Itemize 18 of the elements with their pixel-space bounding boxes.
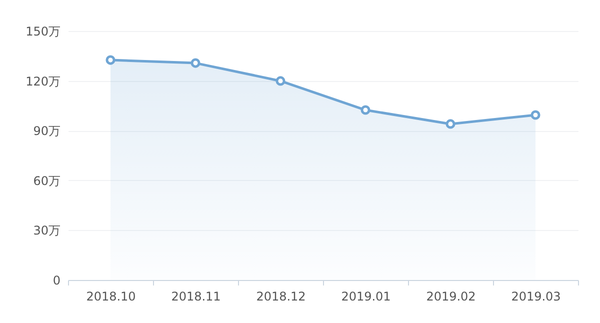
y-tick-label: 90万 (33, 124, 60, 138)
point (530, 110, 540, 120)
y-tick-label: 120万 (26, 74, 60, 88)
point (276, 76, 286, 86)
x-tick-label: 2018.12 (256, 290, 306, 304)
point (190, 58, 200, 68)
point (360, 105, 370, 115)
x-tick-label: 2019.02 (426, 290, 476, 304)
y-tick-label: 60万 (33, 174, 60, 188)
x-tick-label: 2018.10 (86, 290, 136, 304)
point (106, 55, 116, 65)
y-tick-label: 30万 (33, 224, 60, 238)
point (446, 119, 456, 129)
y-tick-label: 150万 (26, 24, 60, 38)
x-tick-label: 2018.11 (171, 290, 221, 304)
x-tick-label: 2019.03 (511, 290, 561, 304)
y-tick-label: 0 (52, 274, 60, 288)
x-tick-label: 2019.01 (341, 290, 391, 304)
